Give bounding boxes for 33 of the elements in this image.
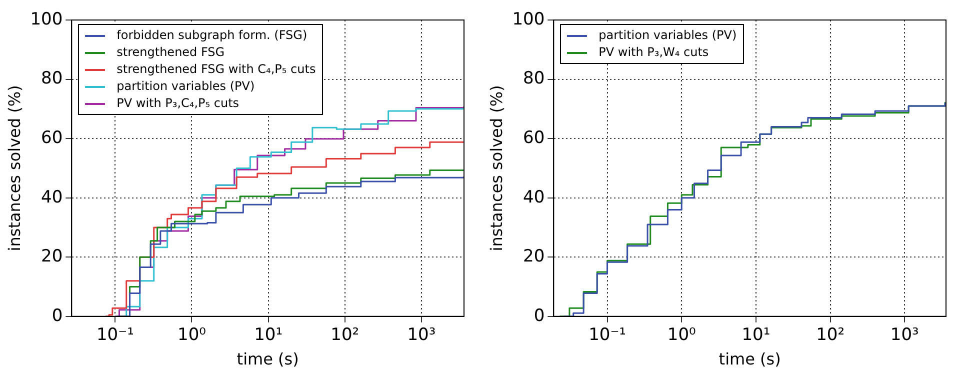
legend-label: PV with P₃,W₄ cuts xyxy=(598,44,709,61)
legend-label: strengthened FSG with C₄,P₅ cuts xyxy=(116,61,316,78)
y-tick-label: 20 xyxy=(41,246,63,267)
y-tick-label: 80 xyxy=(523,68,545,89)
x-tick-label: 10¹ xyxy=(742,325,770,346)
x-tick-label: 10³ xyxy=(890,325,919,346)
x-axis-title: time (s) xyxy=(718,350,781,369)
legend-label: forbidden subgraph form. (FSG) xyxy=(116,27,308,44)
y-axis-title: instances solved (%) xyxy=(486,85,506,252)
y-tick-label: 60 xyxy=(41,128,63,148)
y-tick-label: 80 xyxy=(41,68,63,89)
y-tick-label: 0 xyxy=(52,306,63,326)
y-tick-label: 40 xyxy=(523,187,545,208)
y-tick-label: 100 xyxy=(30,9,63,30)
x-tick-label: 10¹ xyxy=(254,325,283,346)
y-tick-label: 40 xyxy=(41,187,63,208)
legend-label: partition variables (PV) xyxy=(598,27,737,44)
y-tick-label: 60 xyxy=(523,128,545,148)
y-tick-label: 100 xyxy=(512,9,545,30)
legend-label: strengthened FSG xyxy=(116,44,225,61)
x-tick-label: 10⁰ xyxy=(178,325,206,346)
x-axis-title: time (s) xyxy=(236,350,299,369)
legend-label: PV with P₃,C₄,P₅ cuts xyxy=(116,95,240,112)
x-tick-label: 10⁻¹ xyxy=(96,325,134,346)
x-tick-label: 10² xyxy=(816,325,845,346)
legend-label: partition variables (PV) xyxy=(116,78,255,95)
y-tick-label: 20 xyxy=(523,246,545,267)
x-tick-label: 10³ xyxy=(407,325,436,346)
y-axis-title: instances solved (%) xyxy=(4,85,24,252)
x-tick-label: 10² xyxy=(330,325,360,346)
x-tick-label: 10⁻¹ xyxy=(588,325,626,346)
x-tick-label: 10⁰ xyxy=(667,325,696,346)
y-tick-label: 0 xyxy=(534,306,545,326)
